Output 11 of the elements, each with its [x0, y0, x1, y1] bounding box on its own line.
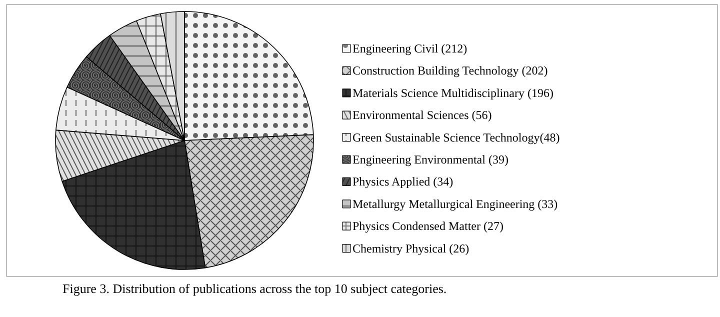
legend-label: Physics Condensed Matter (27): [352, 219, 504, 234]
legend-label: Chemistry Physical (26): [352, 241, 470, 256]
legend-label: Construction Building Technology (202): [352, 64, 548, 78]
legend-label: Engineering Civil (212): [352, 42, 468, 56]
legend-label: Metallurgy Metallurgical Engineering (33): [352, 196, 558, 211]
legend-label: Physics Applied (34): [352, 174, 454, 189]
legend-label: Environmental Sciences (56): [352, 108, 492, 122]
legend-label: Green Sustainable Science Technology(48): [352, 130, 560, 144]
legend-label: Engineering Environmental (39): [352, 152, 508, 166]
legend-label: Materials Science Multidisciplinary (196): [352, 86, 554, 100]
caption: Figure 3. Distribution of publications across the top 10 subject categories.: [62, 281, 447, 296]
